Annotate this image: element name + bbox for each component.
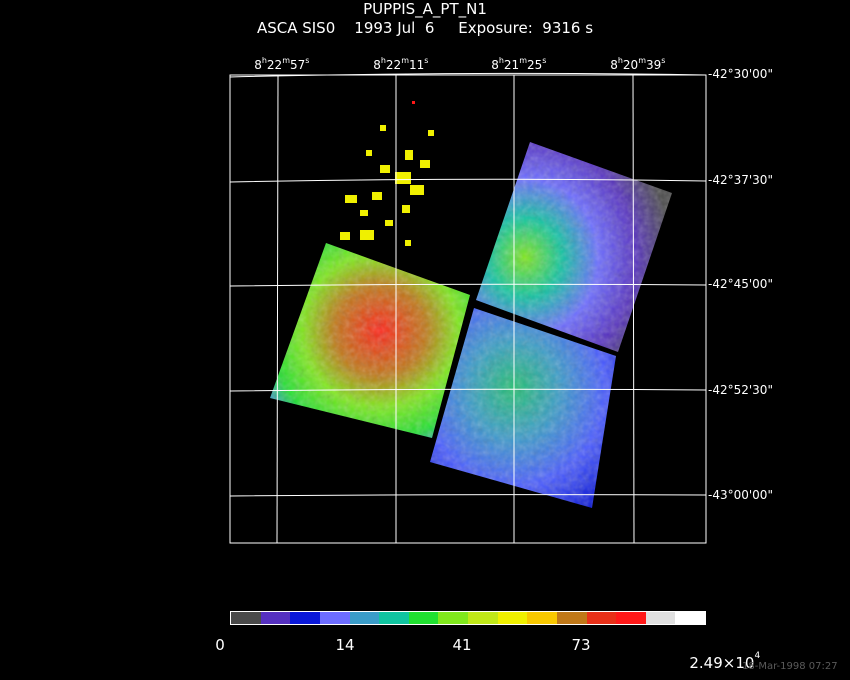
dec-label-5: -43°00'00" <box>708 488 773 502</box>
timestamp: 18-Mar-1998 07:27 <box>742 661 838 672</box>
colorbar-swatch-13 <box>616 612 646 624</box>
dec-label-4: -42°52'30" <box>708 383 773 397</box>
ra-label-3: 8h21m25s <box>491 56 547 72</box>
colorbar-label-41: 41 <box>452 636 472 654</box>
colorbar-label-max: 2.49×104 <box>689 651 761 672</box>
colorbar-swatch-0 <box>231 612 261 624</box>
colorbar-swatch-7 <box>438 612 468 624</box>
ra-label-1: 8h22m57s <box>254 56 310 72</box>
emission-clumps <box>340 125 434 246</box>
emission-red-speck <box>412 101 415 104</box>
colorbar-swatch-2 <box>290 612 320 624</box>
colorbar-swatch-14 <box>645 612 676 624</box>
colorbar-swatch-12 <box>586 612 617 624</box>
colorbar-label-14: 14 <box>335 636 355 654</box>
dec-label-1: -42°30'00" <box>708 67 773 81</box>
ra-label-4: 8h20m39s <box>610 56 666 72</box>
ccd-chip-top-right-noise <box>476 142 672 352</box>
colorbar-swatch-3 <box>319 612 350 624</box>
coordinate-grid <box>229 72 707 544</box>
observation-subtitle: ASCA SIS0 1993 Jul 6 Exposure: 9316 s <box>256 19 594 37</box>
ccd-chip-left-noise <box>270 243 470 438</box>
colorbar-label-73: 73 <box>571 636 591 654</box>
dec-label-3: -42°45'00" <box>708 277 773 291</box>
dec-label-2: -42°37'30" <box>708 173 773 187</box>
colorbar-swatch-1 <box>260 612 291 624</box>
colorbar-label-0: 0 <box>215 636 225 654</box>
colorbar-swatch-4 <box>349 612 380 624</box>
ccd-chip-bottom-right-noise <box>430 308 616 508</box>
colorbar-swatch-8 <box>468 612 498 624</box>
colorbar-swatch-15 <box>675 612 705 624</box>
colorbar-swatch-11 <box>556 612 587 624</box>
colorbar-swatch-5 <box>379 612 409 624</box>
colorbar-swatch-6 <box>408 612 439 624</box>
colorbar-swatch-10 <box>527 612 557 624</box>
ra-label-2: 8h22m11s <box>373 56 429 72</box>
colorbar-swatch-9 <box>497 612 528 624</box>
colorbar <box>230 611 706 625</box>
image-title: PUPPIS_A_PT_N1 <box>363 0 487 18</box>
plot-frame <box>229 74 707 544</box>
